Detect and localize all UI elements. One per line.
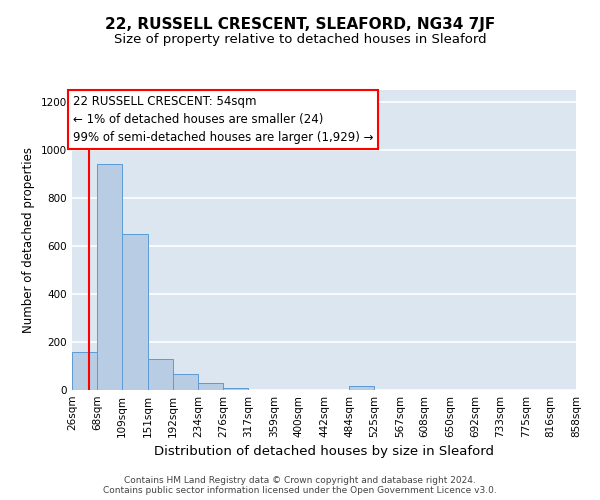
Bar [122,234,148,390]
Bar [148,359,173,390]
Y-axis label: Number of detached properties: Number of detached properties [22,147,35,333]
Text: 22 RUSSELL CRESCENT: 54sqm
← 1% of detached houses are smaller (24)
99% of semi-: 22 RUSSELL CRESCENT: 54sqm ← 1% of detac… [73,95,374,144]
Text: 22, RUSSELL CRESCENT, SLEAFORD, NG34 7JF: 22, RUSSELL CRESCENT, SLEAFORD, NG34 7JF [105,18,495,32]
Bar [97,164,122,390]
Text: Size of property relative to detached houses in Sleaford: Size of property relative to detached ho… [113,32,487,46]
Bar [198,383,223,390]
Bar [349,386,374,390]
Bar [173,374,198,390]
Bar [72,352,97,390]
Text: Contains HM Land Registry data © Crown copyright and database right 2024.
Contai: Contains HM Land Registry data © Crown c… [103,476,497,495]
Bar [223,388,248,390]
X-axis label: Distribution of detached houses by size in Sleaford: Distribution of detached houses by size … [154,446,494,458]
